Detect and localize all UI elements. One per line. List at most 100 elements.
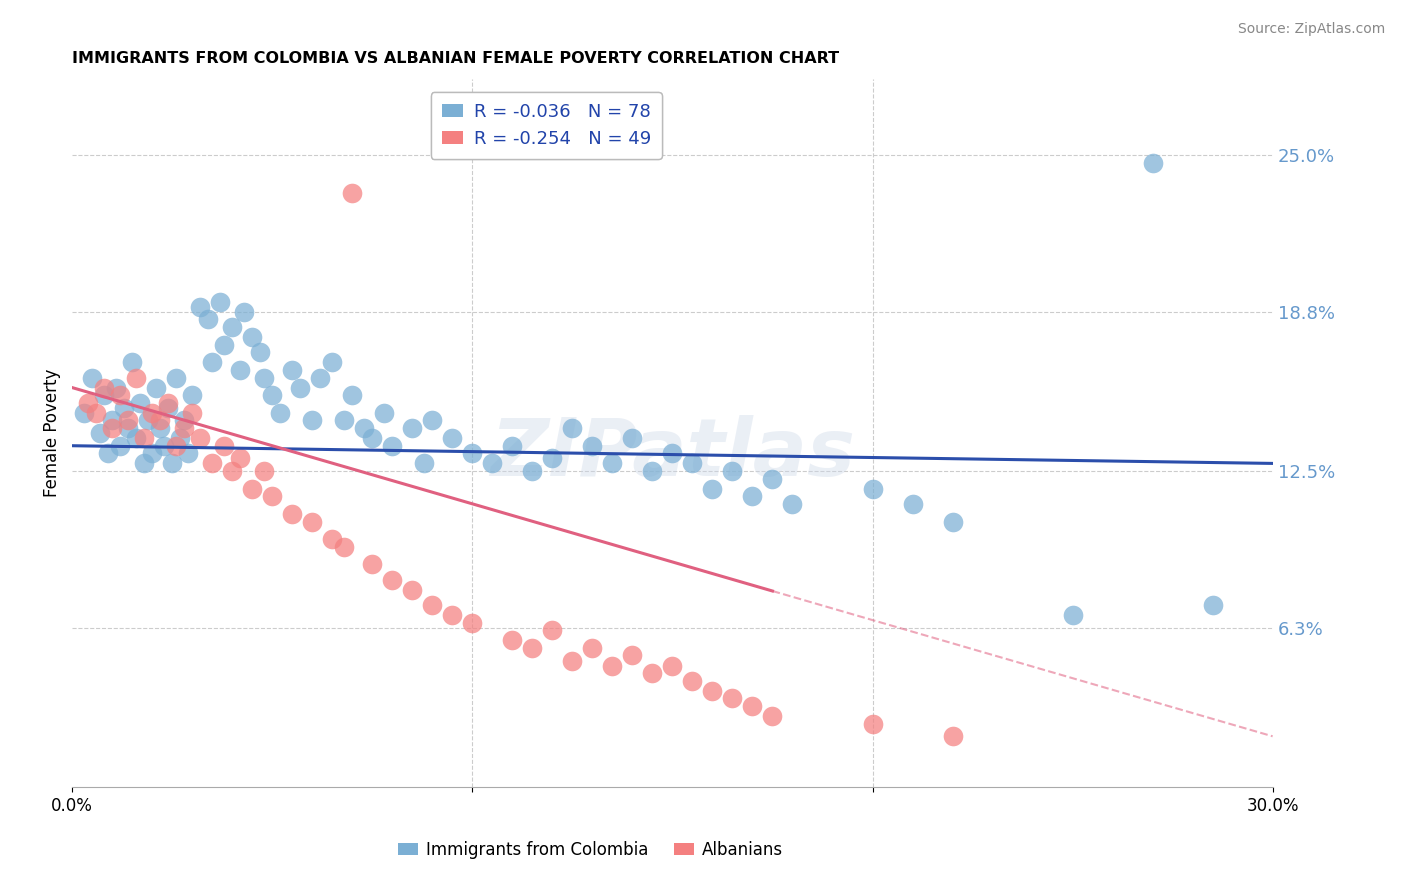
Point xyxy=(197,312,219,326)
Point xyxy=(173,421,195,435)
Point xyxy=(281,507,304,521)
Point xyxy=(117,413,139,427)
Point xyxy=(381,573,404,587)
Point xyxy=(702,683,724,698)
Point xyxy=(862,482,884,496)
Point xyxy=(342,388,364,402)
Point xyxy=(201,355,224,369)
Point xyxy=(641,666,664,681)
Point xyxy=(112,401,135,415)
Point xyxy=(721,691,744,706)
Text: ZIPatlas: ZIPatlas xyxy=(489,416,855,493)
Point xyxy=(461,446,484,460)
Point xyxy=(681,673,703,688)
Point xyxy=(321,355,343,369)
Point xyxy=(621,431,644,445)
Text: Source: ZipAtlas.com: Source: ZipAtlas.com xyxy=(1237,22,1385,37)
Point xyxy=(97,446,120,460)
Point xyxy=(422,413,444,427)
Point xyxy=(373,406,395,420)
Point xyxy=(681,457,703,471)
Point xyxy=(782,497,804,511)
Point xyxy=(73,406,96,420)
Point xyxy=(105,381,128,395)
Point xyxy=(301,515,323,529)
Point xyxy=(110,439,132,453)
Point xyxy=(541,451,564,466)
Point xyxy=(141,446,163,460)
Point xyxy=(481,457,503,471)
Point xyxy=(522,464,544,478)
Point xyxy=(290,381,312,395)
Point xyxy=(233,305,256,319)
Point xyxy=(125,431,148,445)
Point xyxy=(741,489,763,503)
Point xyxy=(441,431,464,445)
Point xyxy=(561,421,583,435)
Point xyxy=(901,497,924,511)
Point xyxy=(321,533,343,547)
Point xyxy=(221,320,243,334)
Point xyxy=(121,355,143,369)
Point xyxy=(702,482,724,496)
Point xyxy=(145,381,167,395)
Point xyxy=(401,421,423,435)
Point xyxy=(188,300,211,314)
Point xyxy=(621,648,644,663)
Point xyxy=(209,294,232,309)
Point xyxy=(381,439,404,453)
Point xyxy=(240,482,263,496)
Point xyxy=(413,457,436,471)
Point xyxy=(173,413,195,427)
Point xyxy=(181,406,204,420)
Point xyxy=(353,421,375,435)
Point xyxy=(721,464,744,478)
Point xyxy=(93,381,115,395)
Legend: R = -0.036   N = 78, R = -0.254   N = 49: R = -0.036 N = 78, R = -0.254 N = 49 xyxy=(430,92,662,159)
Point xyxy=(361,431,384,445)
Point xyxy=(117,421,139,435)
Point xyxy=(188,431,211,445)
Point xyxy=(101,421,124,435)
Point xyxy=(136,413,159,427)
Point xyxy=(229,363,252,377)
Point xyxy=(125,370,148,384)
Point xyxy=(1142,155,1164,169)
Point xyxy=(301,413,323,427)
Point xyxy=(253,370,276,384)
Point xyxy=(153,439,176,453)
Point xyxy=(501,439,523,453)
Point xyxy=(157,401,180,415)
Point xyxy=(1201,598,1223,612)
Point xyxy=(89,426,111,441)
Point xyxy=(229,451,252,466)
Point xyxy=(149,421,172,435)
Point xyxy=(162,457,184,471)
Point xyxy=(249,345,271,359)
Point xyxy=(281,363,304,377)
Point xyxy=(93,388,115,402)
Point xyxy=(541,623,564,637)
Point xyxy=(501,633,523,648)
Point xyxy=(661,446,683,460)
Point xyxy=(522,640,544,655)
Point xyxy=(165,370,187,384)
Point xyxy=(177,446,200,460)
Point xyxy=(82,370,104,384)
Point xyxy=(309,370,332,384)
Point xyxy=(253,464,276,478)
Point xyxy=(602,457,624,471)
Point xyxy=(401,582,423,597)
Point xyxy=(561,653,583,667)
Point xyxy=(941,515,963,529)
Point xyxy=(761,709,783,723)
Point xyxy=(941,729,963,743)
Point xyxy=(761,472,783,486)
Point xyxy=(581,439,603,453)
Point xyxy=(661,658,683,673)
Point xyxy=(461,615,484,630)
Point xyxy=(134,431,156,445)
Point xyxy=(84,406,107,420)
Point xyxy=(269,406,291,420)
Point xyxy=(149,413,172,427)
